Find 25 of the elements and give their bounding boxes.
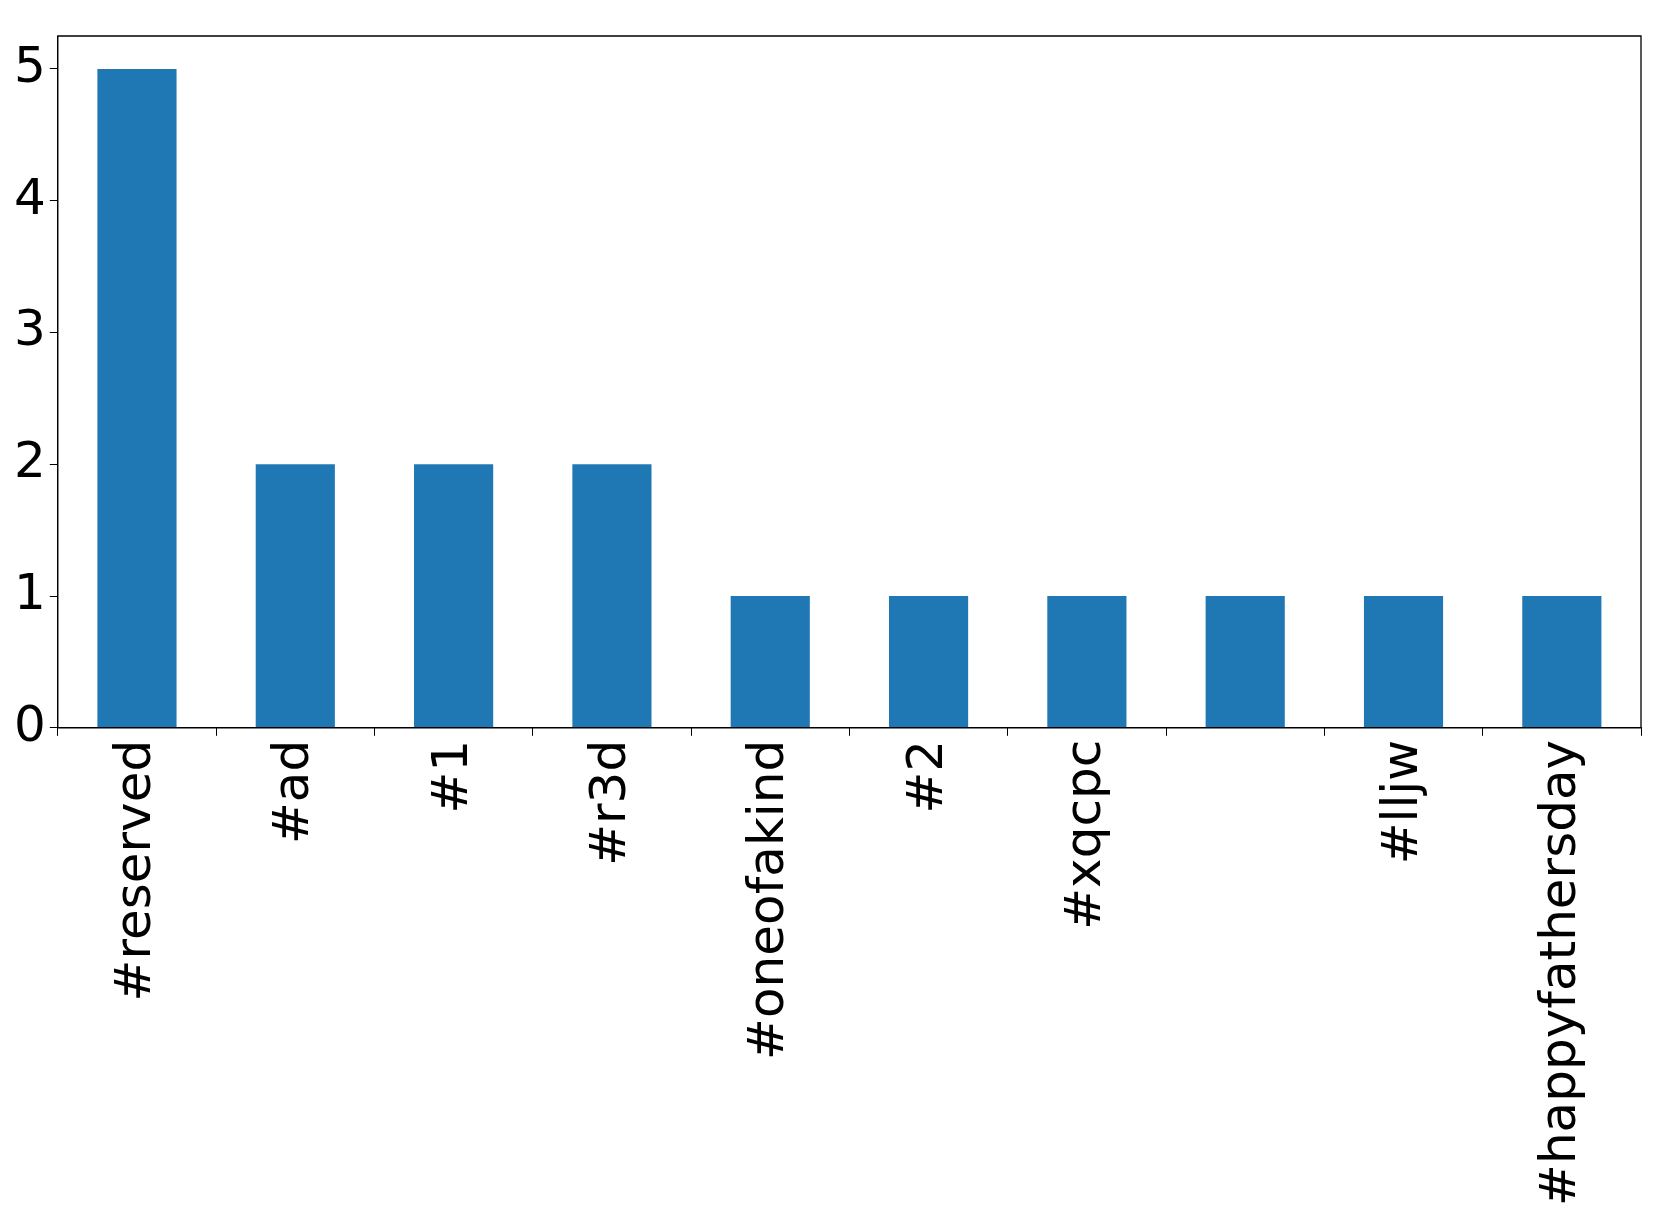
y-tick-label: 5 (14, 35, 46, 94)
x-tick-label: #happyfathersday (1528, 739, 1587, 1207)
bar (888, 596, 969, 728)
x-tick-label: #oneofakind (737, 739, 796, 1060)
bar (1363, 596, 1444, 728)
x-tick-label: #lljw (1370, 739, 1429, 865)
bar (97, 68, 177, 728)
y-tick-label: 1 (14, 563, 46, 622)
y-tick-label: 2 (14, 431, 46, 490)
x-tick-label: #r3d (578, 739, 637, 866)
y-tick-label: 3 (14, 299, 46, 358)
x-tick-label: #ad (262, 739, 321, 845)
bar (255, 464, 335, 728)
bar (730, 596, 810, 728)
x-tick-label: #reserved (103, 739, 162, 1002)
bar (1522, 596, 1602, 728)
x-tick-label: #1 (420, 739, 479, 814)
bar (572, 464, 652, 728)
bar (414, 464, 494, 728)
y-tick-label: 0 (14, 694, 46, 753)
bar (1205, 596, 1285, 728)
bar (1047, 596, 1127, 728)
x-tick-label: #xqcpc (1053, 739, 1112, 930)
x-tick-label: #2 (895, 739, 954, 814)
y-tick-label: 4 (14, 167, 46, 226)
